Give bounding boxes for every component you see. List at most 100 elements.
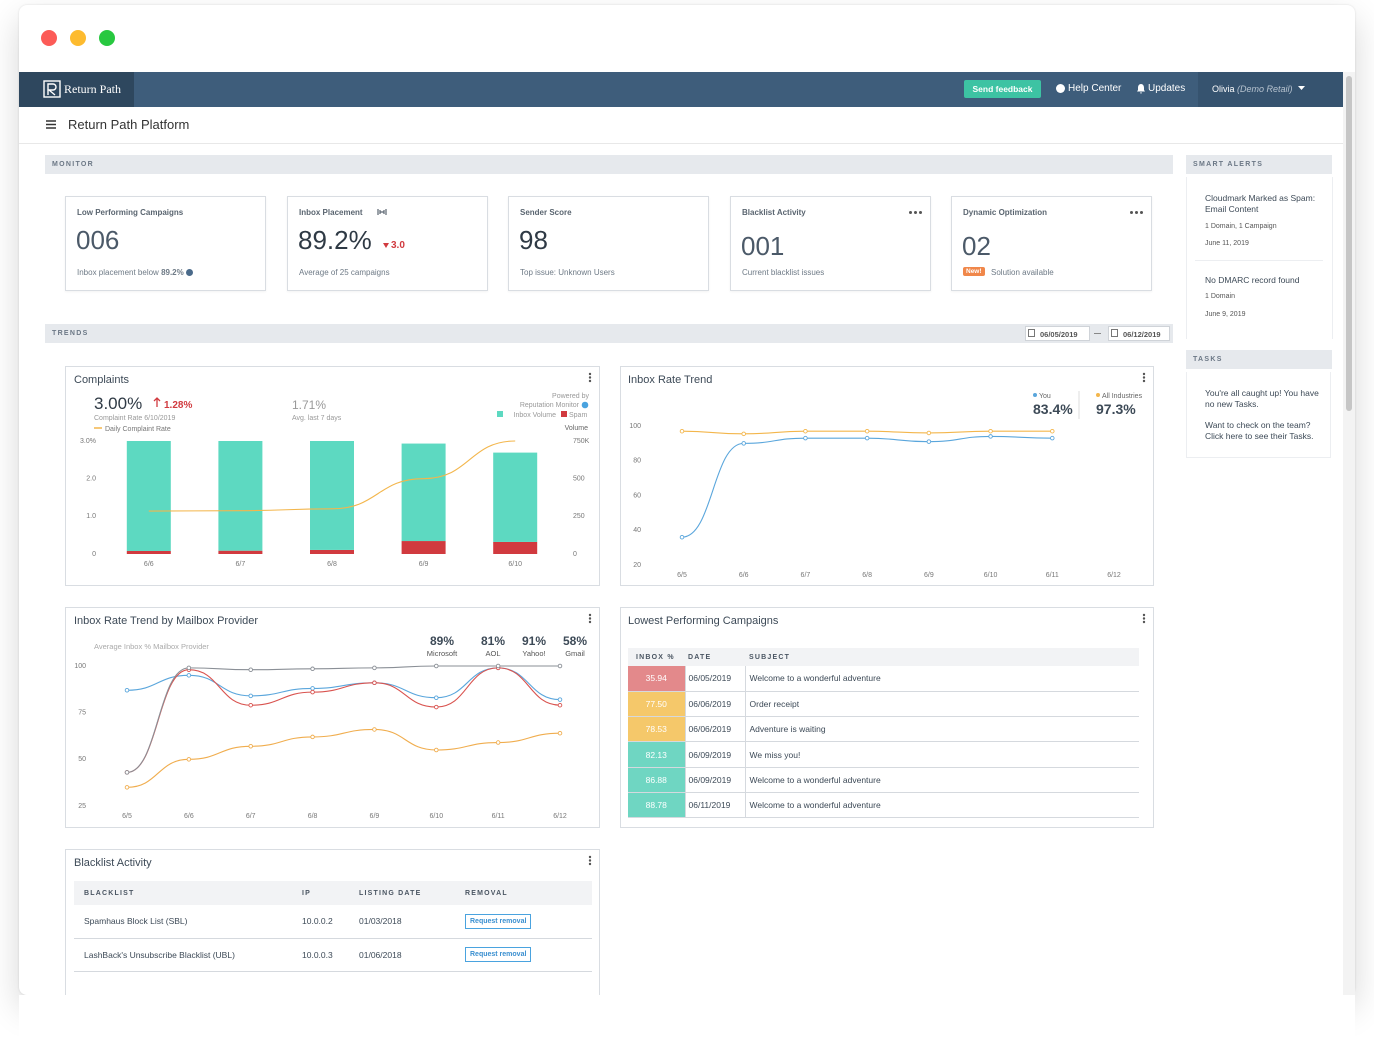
- x-tick-label: 6/6: [739, 572, 749, 579]
- y-tick-label: 50: [78, 756, 86, 763]
- x-tick-label: 6/5: [122, 813, 132, 820]
- x-tick-label: 6/7: [801, 572, 811, 579]
- y-tick-label: 25: [78, 803, 86, 810]
- date-cell: 06/09/2019: [685, 741, 746, 768]
- request-removal-button[interactable]: Request removal: [465, 947, 532, 962]
- card[interactable]: Dynamic Optimization 02 New! Solution av…: [951, 196, 1152, 291]
- menu-dot: [1142, 372, 1146, 376]
- legend-value: 89%: [430, 634, 454, 648]
- point: [557, 697, 563, 702]
- card[interactable]: Inbox Placement 89.2% 3.0 Average of 25 …: [287, 196, 488, 291]
- caret: [1298, 86, 1305, 90]
- th: BLACKLIST: [74, 881, 301, 905]
- note-value: 89.2%: [161, 268, 184, 277]
- menu: [1142, 613, 1146, 624]
- menu-dot: [1142, 376, 1146, 379]
- card[interactable]: Sender Score 98 Top issue: Unknown Users: [508, 196, 709, 291]
- card-change: 3.0: [391, 240, 405, 251]
- subtitle: Average Inbox % Mailbox Provider: [94, 642, 209, 651]
- y-tick-label: 60: [633, 492, 641, 499]
- date-to[interactable]: 06/12/2019: [1108, 326, 1170, 341]
- bar: [126, 441, 171, 551]
- alert-title[interactable]: Cloudmark Marked as Spam: Email Content: [1205, 193, 1316, 214]
- date-cell: 01/03/2018: [359, 916, 402, 927]
- subject-cell: We miss you!: [749, 749, 801, 760]
- bar: [493, 452, 538, 542]
- menu-dot: [1142, 617, 1146, 620]
- x-tick-label: 6/8: [308, 813, 318, 820]
- calendar-icon: [1111, 329, 1118, 337]
- close-button[interactable]: [41, 30, 57, 46]
- point: [310, 689, 315, 695]
- help-icon[interactable]: [185, 269, 193, 276]
- logo-area[interactable]: [19, 72, 134, 107]
- card[interactable]: Blacklist Activity 001 Current blacklist…: [730, 196, 931, 291]
- y2-tick-label: 750K: [573, 438, 590, 445]
- point: [926, 439, 932, 444]
- card-note: Solution available: [991, 268, 1054, 277]
- feedback-button[interactable]: Send feedback: [964, 80, 1041, 98]
- minimize-button[interactable]: [70, 30, 86, 46]
- y-tick-label: 100: [629, 423, 641, 430]
- series-line: [681, 435, 1053, 538]
- tasks-box: [1186, 372, 1331, 458]
- more-menu[interactable]: [909, 211, 922, 214]
- alerts-header: SMART ALERTS: [1186, 155, 1332, 174]
- card[interactable]: Low Performing Campaigns 006 Inbox place…: [65, 196, 266, 291]
- legend-swatch: [497, 411, 503, 417]
- element: [914, 211, 917, 214]
- task-text: You're all caught up! You have no new Ta…: [1205, 388, 1319, 409]
- source: Reputation Monitor: [520, 402, 580, 409]
- point: [248, 667, 253, 672]
- y-tick-label: 40: [633, 527, 641, 534]
- inbox-trend-chart: Inbox Rate Trend 100 80 60 40 20 6/5 6/6 6/7 6/8…: [628, 372, 1146, 579]
- point: [988, 428, 993, 434]
- card-value: 02: [962, 231, 991, 261]
- point: [310, 666, 315, 672]
- request-removal-button[interactable]: Request removal: [465, 913, 532, 929]
- element: [46, 120, 56, 129]
- menu: [588, 855, 592, 866]
- legend-label: Yahoo!: [522, 649, 545, 658]
- bar: [218, 550, 263, 554]
- subject-cell: Welcome to a wonderful adventure: [749, 774, 881, 785]
- card-note: Inbox placement below 89.2%: [77, 268, 193, 277]
- subject-cell: Adventure is waiting: [749, 724, 826, 735]
- help-icon[interactable]: [581, 401, 589, 409]
- element: [909, 211, 912, 214]
- up-arrow: [153, 397, 161, 407]
- menu-dot: [588, 376, 592, 379]
- y2-label: Volume: [565, 425, 588, 432]
- updates-link[interactable]: Updates: [1148, 83, 1186, 94]
- ip-cell: 10.0.0.3: [302, 949, 333, 960]
- bar: [126, 550, 171, 554]
- bar: [310, 441, 354, 550]
- date-from[interactable]: 06/05/2019: [1025, 326, 1090, 341]
- page-title: Return Path Platform: [68, 117, 190, 132]
- more-menu[interactable]: [1130, 211, 1143, 214]
- panel-title: Lowest Performing Campaigns: [628, 615, 779, 627]
- user-menu[interactable]: [1198, 72, 1343, 107]
- card-value: 98: [519, 225, 548, 255]
- point: [557, 663, 563, 669]
- calendar-icon: [1028, 329, 1035, 337]
- point: [495, 663, 501, 669]
- point: [434, 663, 439, 669]
- help-link[interactable]: Help Center: [1068, 83, 1122, 94]
- alerts-box: [1186, 177, 1333, 339]
- task-link[interactable]: Want to check on the team? Click here to…: [1205, 420, 1314, 441]
- alert-title[interactable]: No DMARC record found: [1205, 275, 1300, 285]
- point: [741, 441, 746, 446]
- x-tick-label: 6/8: [862, 572, 872, 579]
- panel-title: Inbox Rate Trend: [628, 374, 712, 386]
- element: BLACKLIST IP LISTING DATE REMOVAL: [74, 881, 592, 905]
- element: [43, 80, 61, 98]
- x-tick-label: 6/10: [984, 572, 998, 579]
- complaints-chart: Complaints 3.00% 1.28% Complaint Rate 6/…: [74, 372, 592, 568]
- legend-label: Spam: [569, 412, 587, 419]
- compare-icon: [377, 209, 387, 215]
- menu-icon[interactable]: [46, 120, 56, 129]
- point: [803, 435, 808, 441]
- scroll-thumb[interactable]: [1346, 76, 1352, 411]
- zoom-button[interactable]: [99, 30, 115, 46]
